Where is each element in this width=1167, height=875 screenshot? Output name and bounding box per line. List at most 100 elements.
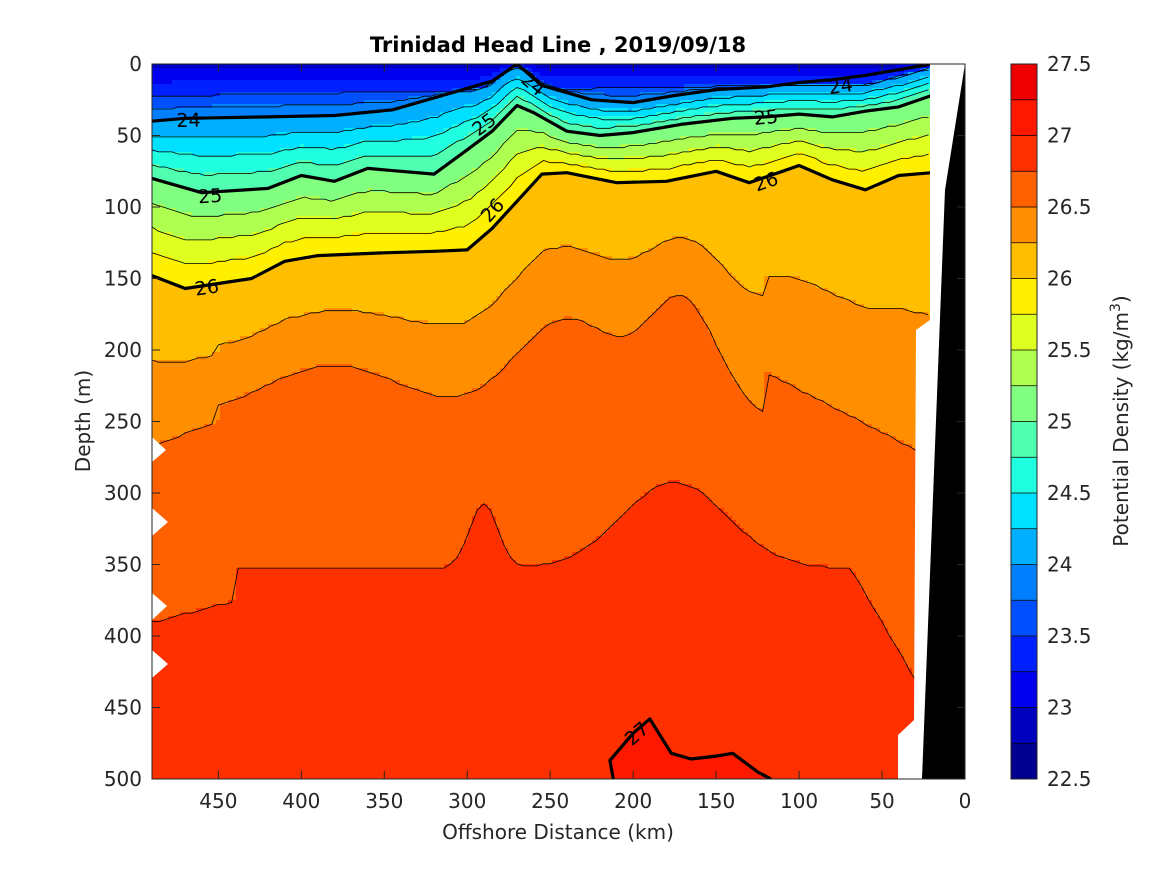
- density-cell: [448, 72, 453, 77]
- density-cell: [692, 68, 697, 73]
- density-cell: [920, 72, 925, 77]
- density-cell: [896, 144, 901, 149]
- density-cell: [500, 68, 505, 73]
- density-cell: [920, 112, 925, 117]
- density-cell: [168, 132, 173, 137]
- density-cell: [648, 68, 653, 73]
- density-cell: [664, 64, 669, 69]
- density-cell: [908, 148, 913, 153]
- density-cell: [880, 88, 885, 93]
- density-cell: [280, 156, 285, 161]
- density-cell: [344, 124, 349, 129]
- density-cell: [320, 120, 325, 125]
- density-cell: [420, 152, 425, 157]
- density-cell: [284, 156, 289, 161]
- density-cell: [576, 84, 581, 89]
- density-cell: [652, 76, 657, 81]
- density-cell: [344, 144, 349, 149]
- density-cell: [472, 156, 477, 161]
- density-cell: [508, 64, 513, 69]
- density-cell: [800, 124, 805, 129]
- density-cell: [804, 68, 809, 73]
- density-cell: [784, 72, 789, 77]
- density-cell: [800, 68, 805, 73]
- density-cell: [392, 64, 397, 69]
- density-cell: [280, 64, 285, 69]
- density-cell: [388, 116, 393, 121]
- density-cell: [816, 72, 821, 77]
- density-cell: [208, 136, 213, 141]
- density-cell: [380, 88, 385, 93]
- density-cell: [456, 120, 461, 125]
- density-cell: [388, 72, 393, 77]
- density-cell: [588, 100, 593, 105]
- density-cell: [904, 148, 909, 153]
- density-cell: [680, 88, 685, 93]
- density-cell: [692, 84, 697, 89]
- density-cell: [524, 76, 529, 81]
- density-cell: [316, 80, 321, 85]
- density-cell: [292, 84, 297, 89]
- density-cell: [424, 76, 429, 81]
- density-cell: [880, 76, 885, 81]
- density-cell: [804, 136, 809, 141]
- density-cell: [516, 148, 521, 153]
- density-cell: [816, 136, 821, 141]
- density-cell: [180, 108, 185, 113]
- density-cell: [732, 64, 737, 69]
- density-cell: [680, 64, 685, 69]
- density-cell: [480, 84, 485, 89]
- density-cell: [436, 88, 441, 93]
- density-cell: [732, 136, 737, 141]
- density-cell: [440, 88, 445, 93]
- density-cell: [908, 140, 913, 145]
- density-cell: [392, 80, 397, 85]
- density-cell: [272, 96, 277, 101]
- density-cell: [876, 132, 881, 137]
- density-cell: [724, 112, 729, 117]
- density-cell: [224, 112, 229, 117]
- density-cell: [460, 144, 465, 149]
- density-cell: [784, 148, 789, 153]
- density-cell: [320, 128, 325, 133]
- density-cell: [516, 124, 521, 129]
- density-cell: [384, 64, 389, 69]
- density-cell: [448, 124, 453, 129]
- density-cell: [648, 72, 653, 77]
- density-cell: [524, 104, 529, 109]
- density-cell: [772, 104, 777, 109]
- density-cell: [176, 88, 181, 93]
- density-cell: [620, 88, 625, 93]
- density-cell: [272, 68, 277, 73]
- density-cell: [896, 124, 901, 129]
- density-cell: [796, 140, 801, 145]
- density-cell: [552, 152, 557, 157]
- density-cell: [272, 64, 277, 69]
- density-cell: [372, 132, 377, 137]
- density-cell: [200, 132, 205, 137]
- density-cell: [560, 80, 565, 85]
- density-cell: [292, 120, 297, 125]
- density-cell: [712, 156, 717, 161]
- density-cell: [256, 136, 261, 141]
- density-cell: [812, 136, 817, 141]
- density-cell: [312, 120, 317, 125]
- density-cell: [832, 68, 837, 73]
- density-cell: [800, 76, 805, 81]
- density-cell: [384, 128, 389, 133]
- density-cell: [404, 72, 409, 77]
- density-cell: [616, 144, 621, 149]
- density-cell: [172, 100, 177, 105]
- density-cell: [608, 72, 613, 77]
- density-cell: [524, 136, 529, 141]
- density-cell: [860, 104, 865, 109]
- density-cell: [224, 88, 229, 93]
- density-cell: [472, 76, 477, 81]
- density-cell: [300, 80, 305, 85]
- density-cell: [668, 76, 673, 81]
- density-cell: [200, 152, 205, 157]
- density-cell: [600, 152, 605, 157]
- density-cell: [696, 112, 701, 117]
- density-cell: [232, 64, 237, 69]
- density-cell: [872, 104, 877, 109]
